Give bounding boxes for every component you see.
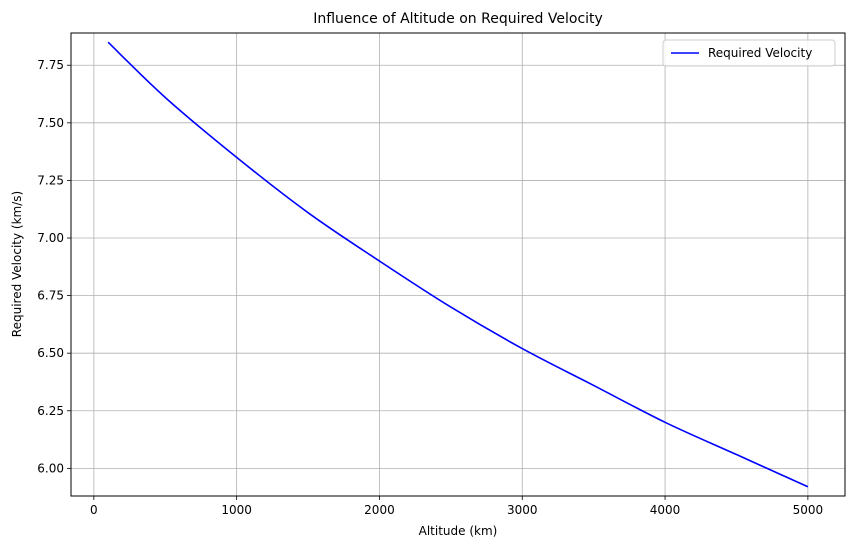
series-line-required-velocity	[107, 41, 809, 488]
x-tick-label: 3000	[507, 503, 538, 517]
legend-box	[662, 39, 836, 67]
y-tick-label: 6.50	[37, 346, 64, 360]
x-axis-label: Altitude (km)	[419, 524, 498, 538]
series-group	[107, 41, 809, 488]
y-axis-label: Required Velocity (km/s)	[10, 191, 24, 337]
y-tick-label: 6.00	[37, 461, 64, 475]
y-tick-label: 7.00	[37, 231, 64, 245]
y-tick-label: 6.75	[37, 289, 64, 303]
chart-title: Influence of Altitude on Required Veloci…	[313, 11, 603, 27]
y-tick-label: 7.50	[37, 116, 64, 130]
x-tick-label: 4000	[650, 503, 681, 517]
plot-frame	[70, 32, 846, 497]
x-axis-ticks: 0 1000 2000 3000 4000 5000	[90, 496, 823, 517]
x-tick-label: 1000	[221, 503, 252, 517]
x-tick-label: 0	[90, 503, 98, 517]
x-tick-label: 2000	[364, 503, 395, 517]
y-tick-label: 7.75	[37, 58, 64, 72]
legend: Required Velocity	[662, 39, 836, 67]
legend-label: Required Velocity	[708, 46, 812, 60]
y-tick-label: 7.25	[37, 173, 64, 187]
y-axis-ticks: 6.00 6.25 6.50 6.75 7.00 7.25 7.50 7.75	[37, 58, 71, 475]
y-tick-label: 6.25	[37, 404, 64, 418]
x-tick-label: 5000	[793, 503, 824, 517]
